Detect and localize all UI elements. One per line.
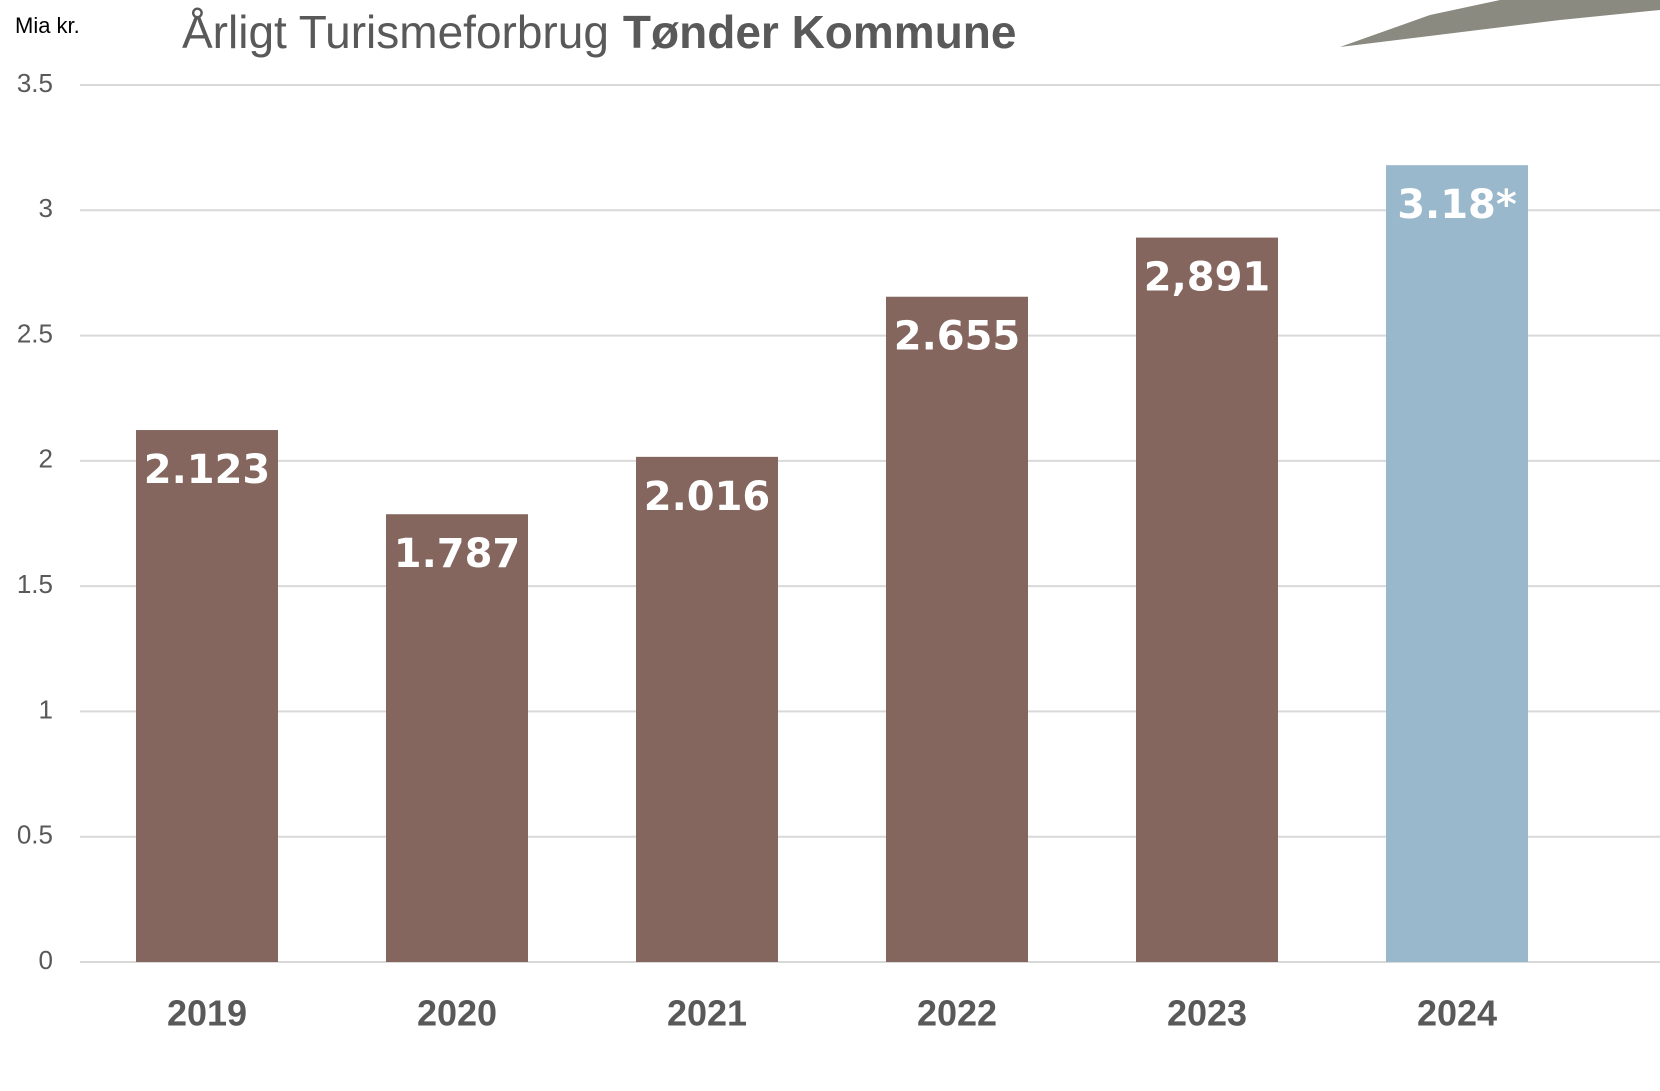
value-label: 2.016: [644, 474, 771, 520]
y-tick-label: 3.5: [17, 68, 53, 98]
bar: [636, 456, 778, 962]
bar: [886, 296, 1028, 962]
y-tick-label: 2: [39, 444, 53, 474]
bar: [386, 514, 528, 962]
title-bold: Tønder Kommune: [623, 6, 1017, 58]
x-tick-label: 2022: [917, 993, 997, 1034]
y-tick-label: 0: [39, 945, 53, 975]
y-tick-label: 0.5: [17, 820, 53, 850]
value-label: 2.123: [144, 447, 271, 493]
bar: [136, 430, 278, 962]
y-tick-label: 1: [39, 694, 53, 724]
value-label: 1.787: [394, 531, 521, 577]
x-tick-label: 2024: [1417, 993, 1497, 1034]
x-tick-label: 2023: [1167, 993, 1247, 1034]
decorative-image: [1340, 0, 1660, 47]
x-tick-label: 2021: [667, 993, 747, 1034]
value-label: 2.655: [894, 314, 1021, 360]
x-tick-label: 2019: [167, 993, 247, 1034]
chart-title: Årligt Turismeforbrug Tønder Kommune: [182, 6, 1016, 58]
value-label: 2,891: [1144, 255, 1271, 301]
bar: [1136, 237, 1278, 962]
y-tick-label: 3: [39, 193, 53, 223]
y-tick-label: 1.5: [17, 569, 53, 599]
bar: [1386, 165, 1528, 962]
y-tick-label: 2.5: [17, 318, 53, 348]
title-normal: Årligt Turismeforbrug: [182, 6, 609, 58]
value-label: 3.18*: [1397, 182, 1517, 228]
y-axis-label: Mia kr.: [15, 13, 80, 38]
x-tick-label: 2020: [417, 993, 497, 1034]
